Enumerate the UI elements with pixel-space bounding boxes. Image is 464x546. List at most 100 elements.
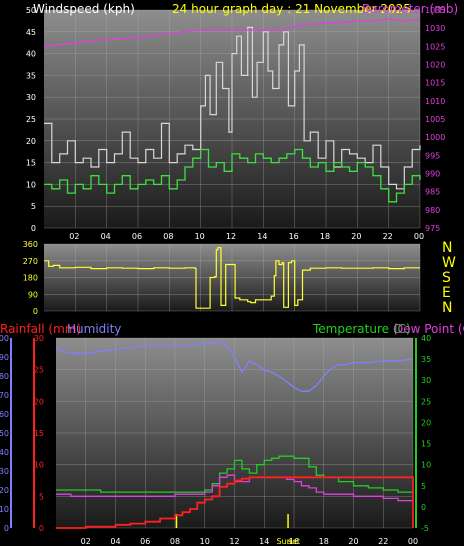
wind-y-tick: 20	[26, 137, 36, 146]
windspeed-label: Windspeed (kph)	[33, 2, 135, 16]
wind-y-tick: 10	[26, 180, 36, 189]
direction-y-tick: 90	[28, 290, 38, 299]
climate-series	[55, 341, 414, 529]
compass-letter: N	[442, 300, 452, 316]
climate-x-tick: 12	[229, 537, 239, 546]
humidity-y-tick: 10	[0, 505, 9, 514]
rainfall-y-tick: 10	[34, 461, 44, 470]
direction-y-tick: 270	[23, 257, 38, 266]
barometer-y-tick: 980	[425, 206, 440, 215]
wind-y-tick: 40	[26, 50, 36, 59]
temperature-y-tick: 15	[421, 440, 431, 449]
humidity-y-tick: 50	[0, 429, 9, 438]
wind-x-tick: 18	[320, 232, 330, 241]
climate-x-tick: 06	[140, 537, 150, 546]
direction-y-tick: 180	[23, 274, 38, 283]
direction-axes: 0 90 180 270 360	[23, 240, 38, 316]
climate-x-tick: 22	[378, 537, 388, 546]
humidity-y-tick: 90	[0, 353, 9, 362]
barometer-y-tick: 995	[425, 151, 440, 160]
temperature-y-tick: 25	[421, 397, 431, 406]
wind-y-tick: 5	[31, 202, 36, 211]
climate-x-tick: 00	[408, 537, 418, 546]
humidity-y-tick: 80	[0, 372, 9, 381]
climate-x-tick: 10	[200, 537, 210, 546]
wind-series	[43, 18, 421, 203]
temperature-y-tick: 30	[421, 376, 431, 385]
wind-x-tick: 16	[289, 232, 299, 241]
climate-x-tick: 08	[170, 537, 180, 546]
wind-x-tick: 14	[257, 232, 267, 241]
direction-y-tick: 360	[23, 240, 38, 249]
wind-gust-line	[44, 26, 421, 190]
humidity-y-tick: 70	[0, 391, 9, 400]
rainfall-y-tick: 5	[39, 492, 44, 501]
climate-x-tick: 04	[110, 537, 120, 546]
humidity-line	[55, 341, 414, 392]
barometer-y-tick: 1010	[425, 97, 445, 106]
wind-y-tick: 30	[26, 93, 36, 102]
climate-x-tick: 20	[348, 537, 358, 546]
compass-letter: S	[442, 270, 451, 286]
compass-letter: E	[442, 285, 451, 301]
temperature-y-tick: 0	[421, 503, 426, 512]
wind-x-tick: 06	[132, 232, 142, 241]
barometer-y-tick: 1035	[425, 6, 445, 15]
direction-grid	[44, 243, 421, 312]
climate-x-tick: 14	[259, 537, 269, 546]
barometer-line	[43, 18, 421, 47]
wind-x-tick: 00	[414, 232, 424, 241]
rainfall-y-tick: 25	[34, 366, 44, 375]
barometer-label: Barometer (mb)	[362, 2, 458, 16]
humidity-y-tick: 0	[4, 524, 9, 533]
compass-letter: N	[442, 240, 452, 256]
humidity-y-tick: 30	[0, 467, 9, 476]
humidity-y-tick: 20	[0, 486, 9, 495]
wind-x-tick: 02	[69, 232, 79, 241]
wind-y-tick: 50	[26, 6, 36, 15]
sunrise-label: Sun	[276, 537, 291, 546]
direction-series	[44, 247, 420, 309]
barometer-y-tick: 985	[425, 188, 440, 197]
climate-x-tick: 18	[319, 537, 329, 546]
graph-title: 24 hour graph day : 21 November 2025	[172, 2, 411, 16]
sunset-label: set	[288, 537, 300, 546]
rainfall-y-tick: 20	[34, 397, 44, 406]
rainfall-y-tick: 15	[34, 429, 44, 438]
temperature-y-tick: 35	[421, 355, 431, 364]
rainfall-label: Rainfall (mm)	[0, 322, 81, 336]
climate-x-tick: 02	[81, 537, 91, 546]
humidity-y-tick: 60	[0, 410, 9, 419]
wind-x-tick: 12	[226, 232, 236, 241]
barometer-y-tick: 1020	[425, 61, 445, 70]
barometer-y-tick: 1025	[425, 42, 445, 51]
climate-axes: 0102030405060708090100051015202530-50510…	[0, 334, 431, 546]
humidity-label: Humidity	[67, 322, 121, 336]
wind-y-tick: 35	[26, 71, 36, 80]
temperature-y-tick: -5	[421, 524, 429, 533]
wind-x-tick: 10	[195, 232, 205, 241]
compass-letter: W	[442, 255, 456, 271]
wind-y-tick: 25	[26, 115, 36, 124]
rain-humidity-temp-panel: 0102030405060708090100051015202530-50510…	[0, 334, 431, 546]
rainfall-y-tick: 0	[39, 524, 44, 533]
wind-average-line	[44, 148, 421, 203]
wind-x-tick: 04	[101, 232, 111, 241]
rainfall-line	[56, 476, 414, 529]
direction-y-tick: 0	[33, 307, 38, 316]
dewpoint-label: Dew Point (C)	[394, 322, 464, 336]
temperature-y-tick: 10	[421, 461, 431, 470]
temperature-y-tick: 5	[421, 482, 426, 491]
wind-x-tick: 08	[163, 232, 173, 241]
barometer-y-tick: 975	[425, 224, 440, 233]
rainfall-y-tick: 30	[34, 334, 44, 343]
wind-axes: 0510152025303540455097598098599099510001…	[26, 6, 446, 241]
wind-y-tick: 15	[26, 159, 36, 168]
wind-barometer-panel: 0510152025303540455097598098599099510001…	[26, 6, 446, 241]
wind-y-tick: 0	[31, 224, 36, 233]
wind-direction-line	[44, 247, 420, 309]
barometer-y-tick: 990	[425, 170, 440, 179]
